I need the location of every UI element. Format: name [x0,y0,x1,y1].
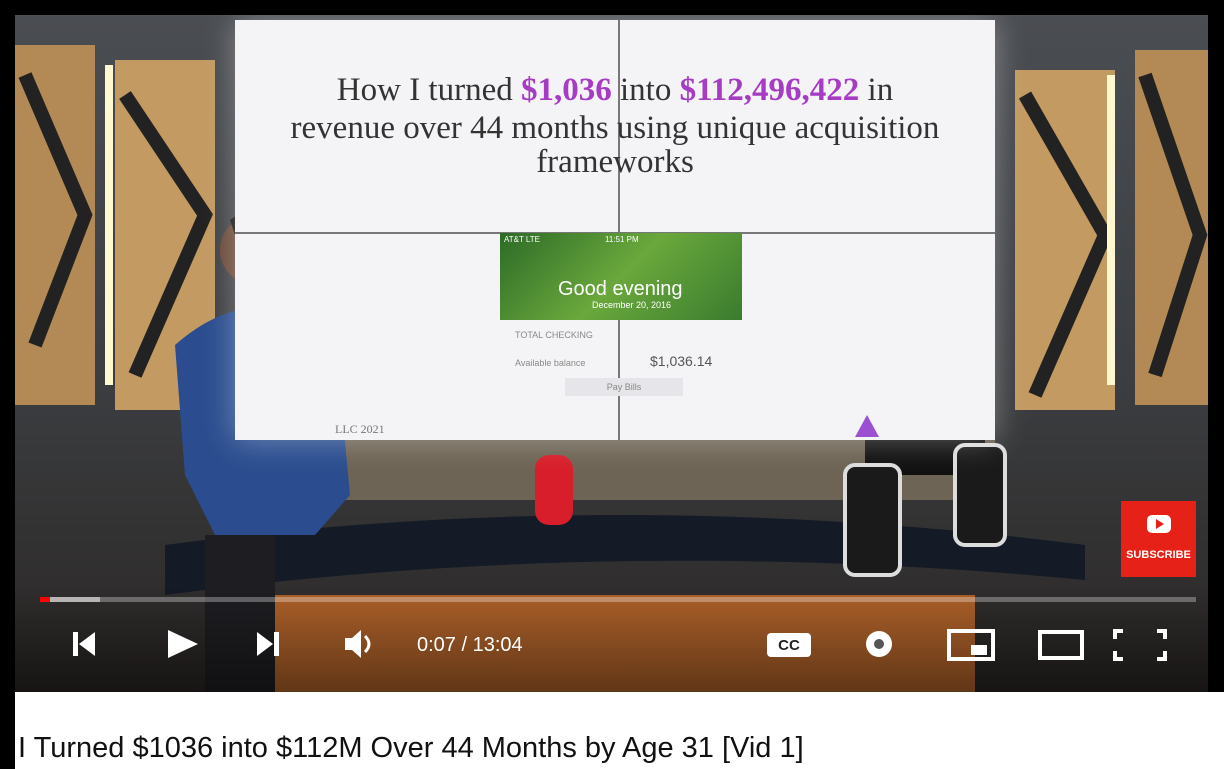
video-player[interactable]: How I turned $1,036 into $112,496,422 in… [15,15,1208,692]
microphone [535,455,573,525]
video-info: I Turned $1036 into $112M Over 44 Months… [15,692,1224,769]
settings-button[interactable] [866,631,892,657]
youtube-icon [1147,515,1171,533]
balance-label: Available balance [515,358,585,368]
fullscreen-button[interactable] [1115,631,1165,659]
light-strip [105,65,113,385]
phone-clock: 11:51 PM [605,235,639,244]
slide-amount: $112,496,422 [680,72,860,108]
slide-text: How I turned [337,72,521,108]
light-strip [1107,75,1115,385]
next-button[interactable] [257,632,279,656]
slide-amount: $1,036 [521,72,612,108]
progress-track[interactable] [40,597,1196,602]
video-title: I Turned $1036 into $112M Over 44 Months… [18,732,804,765]
slide-line: frameworks [235,144,995,181]
progress-played [40,597,50,602]
phone-date: December 20, 2016 [592,300,671,310]
account-label: TOTAL CHECKING [515,330,593,340]
subscribe-label: SUBSCRIBE [1121,549,1196,561]
slide-line: How I turned $1,036 into $112,496,422 in [235,72,995,109]
slide: How I turned $1,036 into $112,496,422 in… [235,20,995,440]
previous-button[interactable] [73,632,95,656]
phone-screenshot: AT&T LTE 11:51 PM Good evening December … [500,233,742,320]
slide-line: revenue over 44 months using unique acqu… [235,110,995,147]
speaker [955,445,1005,545]
phone-status: AT&T LTE [504,235,540,244]
pay-button: Pay Bills [565,378,683,396]
miniplayer-button[interactable] [949,631,993,659]
logo [855,415,879,437]
time-display: 0:07 / 13:04 [417,634,523,657]
slide-text: into [612,72,680,108]
theater-button[interactable] [1040,632,1082,658]
captions-label: CC [767,637,811,654]
controls [15,625,1208,665]
balance: $1,036.14 [650,353,712,369]
page: How I turned $1,036 into $112,496,422 in… [0,0,1224,769]
speaker [845,465,900,575]
phone-greeting: Good evening [558,278,683,301]
volume-button[interactable] [345,630,369,658]
slide-footer: LLC 2021 [335,422,385,437]
play-button[interactable] [168,630,198,658]
subscribe-button[interactable]: SUBSCRIBE [1121,501,1196,577]
slide-text: in [859,72,893,108]
control-bar: CC 0:07 / 13:04 [15,585,1208,692]
